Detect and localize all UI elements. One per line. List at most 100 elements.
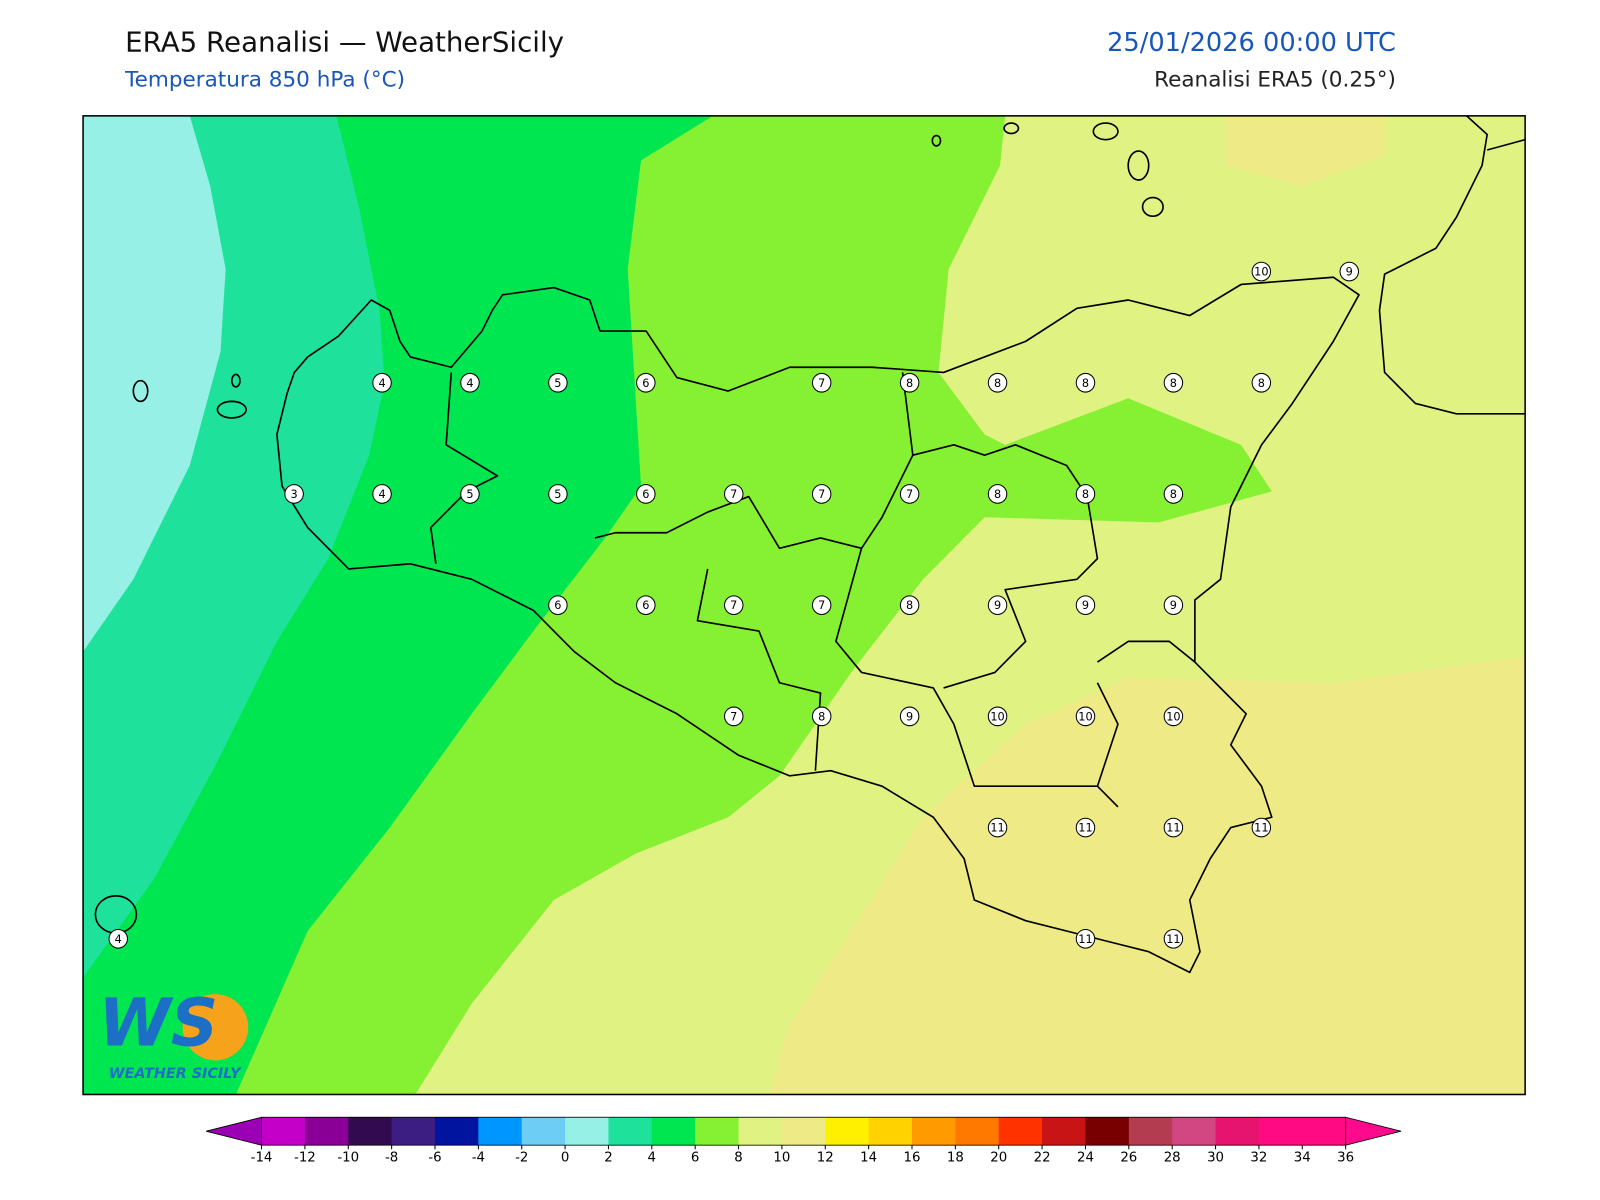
- date: 25/01/2026 00:00 UTC: [1107, 28, 1396, 58]
- colorbar-label: 2: [604, 1151, 612, 1166]
- grid-marker: [1163, 484, 1184, 504]
- colorbar-label: 4: [648, 1151, 656, 1166]
- grid-value: 8: [1082, 487, 1089, 501]
- grid-value: 4: [466, 376, 473, 390]
- colorbar-segment: [695, 1117, 740, 1146]
- grid-value: 6: [642, 376, 649, 390]
- grid-marker: [987, 372, 1008, 393]
- colorbar-segment: [781, 1117, 826, 1146]
- grid-value: 9: [1082, 598, 1089, 612]
- grid-marker: [987, 595, 1008, 615]
- grid-value: 4: [378, 487, 385, 501]
- province-border: [429, 372, 1196, 808]
- grid-marker: [987, 706, 1008, 727]
- island: [931, 134, 942, 147]
- grid-marker: [636, 484, 656, 504]
- grid-value: 8: [1082, 376, 1089, 390]
- grid-marker: [811, 372, 832, 393]
- grid-value: 7: [730, 487, 737, 501]
- grid-marker: [1163, 595, 1184, 615]
- colorbar-label: -2: [515, 1151, 528, 1166]
- colorbar-segment: [738, 1117, 783, 1146]
- colorbar-segment: [955, 1117, 1000, 1146]
- island: [216, 400, 247, 419]
- grid-value: 8: [1170, 487, 1177, 501]
- grid-value: 10: [1166, 709, 1180, 723]
- grid-value: 9: [906, 709, 913, 723]
- grid-value: 4: [378, 376, 385, 390]
- grid-marker: [1251, 372, 1272, 393]
- subtitle: Temperatura 850 hPa (°C): [124, 68, 405, 93]
- colorbar-segment: [912, 1117, 956, 1146]
- grid-marker: [811, 484, 832, 504]
- colorbar-label: 32: [1250, 1151, 1267, 1166]
- grid-marker: [284, 484, 304, 504]
- grid-value: 4: [115, 932, 122, 946]
- colorbar-label: 6: [691, 1151, 699, 1166]
- colorbar-segment: [1258, 1117, 1303, 1146]
- grid-marker: [548, 372, 568, 393]
- colorbar-segment: [261, 1117, 306, 1146]
- colorbar-label: -8: [385, 1151, 398, 1166]
- grid-marker: [724, 595, 744, 615]
- grid-value: 8: [1170, 376, 1177, 390]
- grid-value: 8: [906, 376, 913, 390]
- grid-marker: [899, 595, 920, 615]
- colorbar-label: 8: [734, 1151, 742, 1166]
- grid-value: 7: [818, 598, 825, 612]
- grid-value: 8: [994, 487, 1001, 501]
- colorbar-label: 24: [1077, 1151, 1094, 1166]
- grid-marker: [1163, 706, 1184, 727]
- colorbar-segment: [521, 1117, 566, 1146]
- grid-value: 6: [642, 487, 649, 501]
- colorbar-segment: [391, 1117, 436, 1146]
- colorbar-segment: [825, 1117, 870, 1146]
- source: Reanalisi ERA5 (0.25°): [1154, 68, 1396, 93]
- logo-text: WEATHER SICILY: [109, 1066, 242, 1082]
- island: [132, 379, 149, 403]
- grid-marker: [636, 595, 656, 615]
- grid-value: 11: [1254, 821, 1268, 835]
- grid-value: 11: [990, 821, 1004, 835]
- colorbar-segment: [348, 1117, 393, 1146]
- logo-sun: [182, 994, 249, 1061]
- colorbar-label: -4: [472, 1151, 485, 1166]
- grid-marker: [460, 484, 480, 504]
- colorbar-segment: [1085, 1117, 1130, 1146]
- grid-marker: [811, 706, 832, 727]
- grid-marker: [1163, 372, 1184, 393]
- logo: WS WEATHER SICILY: [98, 984, 249, 1082]
- grid-marker: [724, 706, 744, 727]
- grid-value: 9: [1346, 265, 1353, 279]
- colorbar-label: 14: [860, 1151, 877, 1166]
- calabria-coast: [1378, 115, 1526, 415]
- grid-marker: [108, 928, 128, 949]
- colorbar-label: 18: [947, 1151, 964, 1166]
- colorbar-segment: [565, 1117, 609, 1146]
- grid-value: 5: [554, 376, 561, 390]
- grid-value: 8: [1258, 376, 1265, 390]
- logo-mark: WS: [98, 984, 218, 1061]
- grid-marker: [724, 484, 744, 504]
- colorbar-segment: [1128, 1117, 1173, 1146]
- colorbar-segment: [478, 1117, 523, 1146]
- grid-marker: [899, 484, 920, 504]
- colorbar-segment: [998, 1117, 1043, 1146]
- grid-value: 8: [994, 376, 1001, 390]
- colorbar-label: 0: [561, 1151, 569, 1166]
- island: [1127, 150, 1150, 181]
- grid-marker: [899, 372, 920, 393]
- grid-marker: [1251, 261, 1272, 282]
- colorbar-label: -10: [337, 1151, 359, 1166]
- grid-value: 6: [642, 598, 649, 612]
- grid-marker: [636, 372, 656, 393]
- colorbar-label: 12: [817, 1151, 834, 1166]
- grid-value: 3: [291, 487, 298, 501]
- grid-value: 7: [818, 487, 825, 501]
- grid-value: 11: [1166, 821, 1180, 835]
- colorbar-segment: [1172, 1117, 1217, 1146]
- colorbar-segment: [1302, 1117, 1347, 1146]
- colorbar-label: -6: [428, 1151, 441, 1166]
- grid-marker: [372, 484, 392, 504]
